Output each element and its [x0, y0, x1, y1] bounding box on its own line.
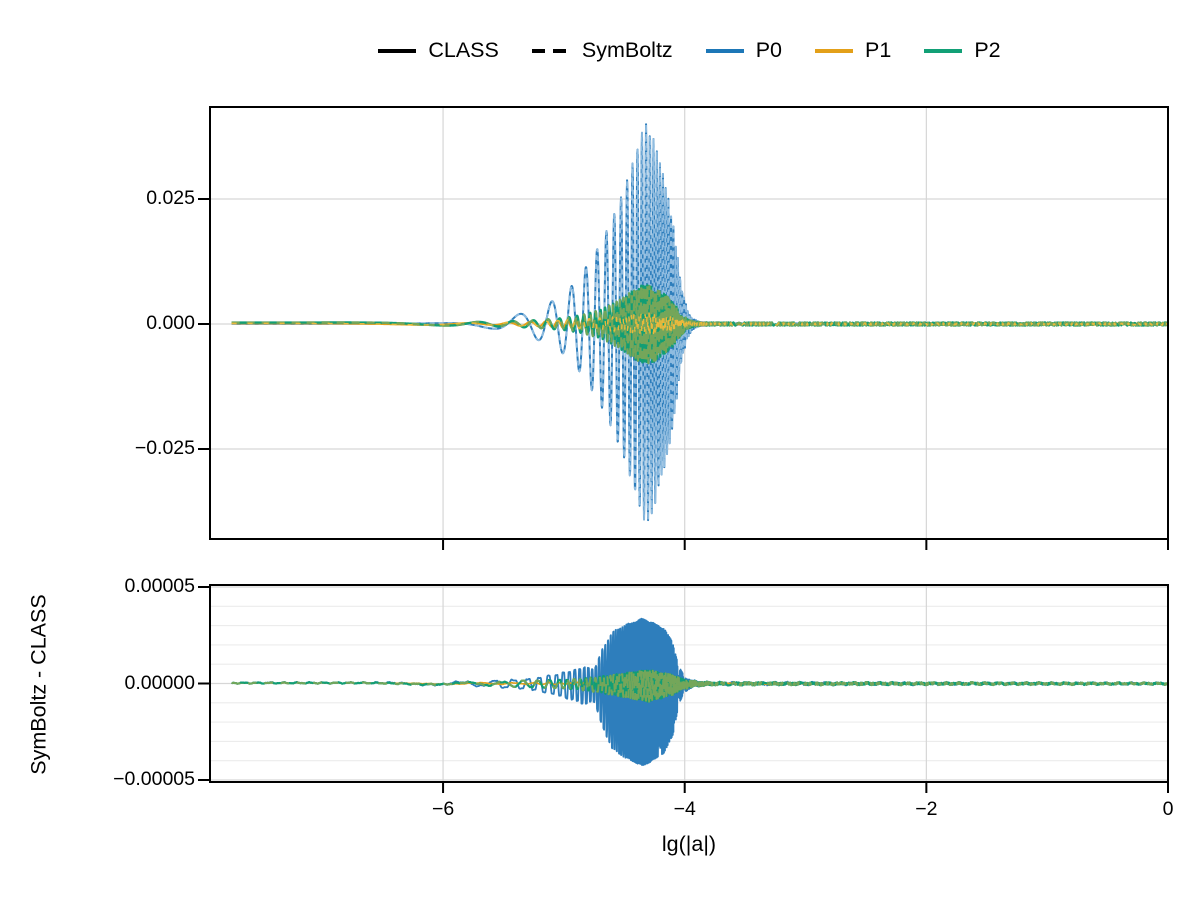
p1-line-swatch-icon — [815, 49, 853, 53]
legend-label-symboltz: SymBoltz — [581, 38, 673, 63]
p0-line-swatch-icon — [705, 49, 744, 53]
x-tick-label: −2 — [915, 798, 938, 820]
x-tick-label: −6 — [431, 798, 455, 820]
legend-item-class: CLASS — [377, 40, 499, 62]
x-tick-label: −4 — [673, 798, 696, 820]
legend-item-p1: P1 — [814, 40, 891, 62]
legend-item-symboltz: SymBoltz — [531, 40, 673, 62]
y-tick-label: 0.00000 — [124, 671, 196, 694]
legend-label-p0: P0 — [755, 38, 782, 63]
y-tick-label: −0.025 — [134, 437, 195, 459]
y-tick-label: 0.000 — [146, 312, 195, 334]
legend-label-class: CLASS — [428, 38, 499, 63]
x-axis-label: lg(|a|) — [661, 832, 717, 856]
legend-label-p1: P1 — [865, 38, 892, 63]
x-tick-label: 0 — [1162, 798, 1174, 820]
p2-line-swatch-icon — [924, 49, 963, 53]
y-tick-label: 0.00005 — [124, 575, 196, 597]
y-tick-label: 0.025 — [146, 187, 195, 209]
solid-line-swatch-icon — [378, 49, 417, 53]
legend: CLASS SymBoltz P0 P1 P2 — [210, 32, 1168, 70]
legend-item-p0: P0 — [705, 40, 782, 62]
legend-item-p2: P2 — [923, 38, 1001, 63]
legend-label-p2: P2 — [974, 38, 1001, 63]
dashed-line-swatch-icon — [531, 49, 570, 53]
residual-y-axis-label: SymBoltz - CLASS — [26, 594, 51, 775]
y-tick-label: −0.00005 — [113, 768, 195, 790]
